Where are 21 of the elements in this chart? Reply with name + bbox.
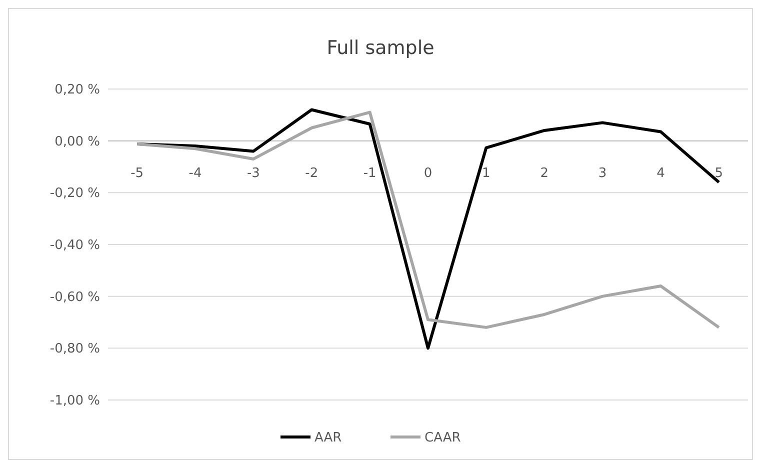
y-tick-label: 0,00 % <box>54 134 100 150</box>
x-tick-label: -2 <box>305 166 318 181</box>
x-tick-label: 3 <box>598 166 607 181</box>
y-tick-label: -0,60 % <box>50 290 100 305</box>
x-tick-label: 5 <box>714 166 724 181</box>
x-tick-label: 1 <box>482 166 490 181</box>
y-tick-label: -1,00 % <box>50 394 100 409</box>
y-tick-label: 0,20 % <box>54 82 100 98</box>
y-tick-label: -0,40 % <box>50 238 100 254</box>
legend-label: AAR <box>314 430 342 446</box>
x-tick-label: -1 <box>363 166 376 181</box>
x-tick-label: 4 <box>656 166 665 181</box>
x-tick-label: -4 <box>188 166 202 181</box>
x-tick-label: 0 <box>424 166 432 181</box>
x-tick-label: -5 <box>130 166 144 181</box>
x-tick-label: 2 <box>540 166 549 181</box>
y-tick-label: -0,20 % <box>50 186 100 202</box>
x-tick-label: -3 <box>246 166 260 181</box>
y-tick-label: -0,80 % <box>50 342 100 357</box>
legend-label: CAAR <box>424 430 461 446</box>
chart-title: Full sample <box>326 37 434 59</box>
